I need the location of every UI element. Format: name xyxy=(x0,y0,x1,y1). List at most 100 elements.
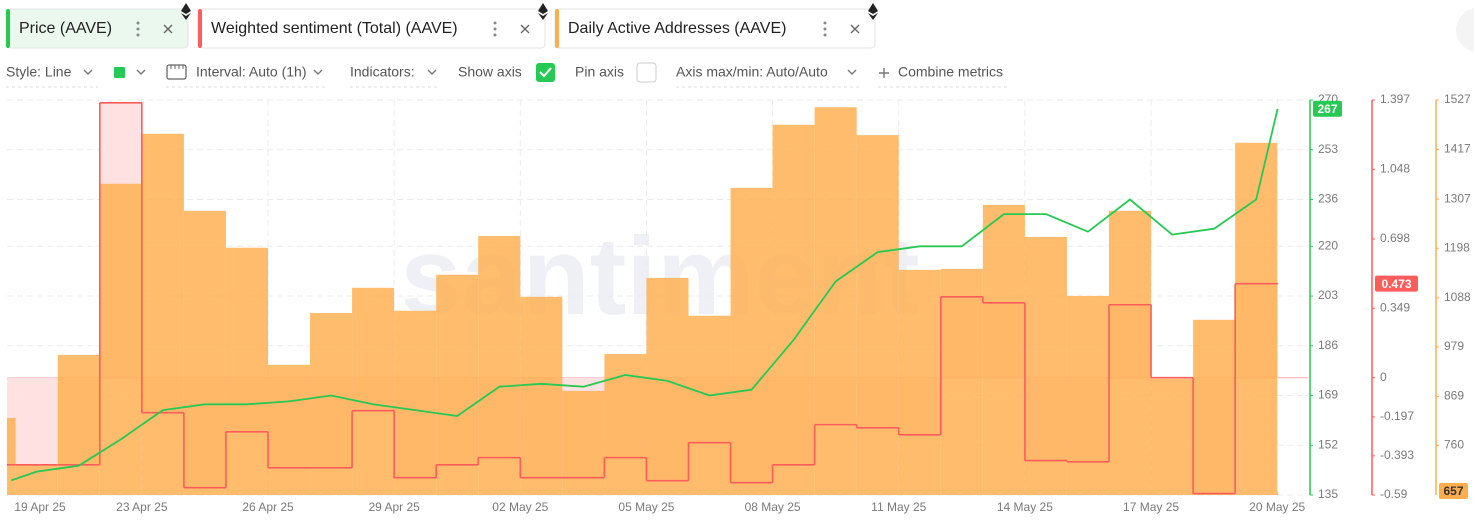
bar xyxy=(562,390,605,495)
tab-color-bar xyxy=(198,9,202,48)
axis-tick-label: -0.197 xyxy=(1380,409,1414,423)
axis-tick-label: 760 xyxy=(1444,438,1464,452)
sentiment-area xyxy=(1277,283,1278,378)
bar xyxy=(1235,142,1278,496)
axis-tick-label: 0.349 xyxy=(1380,301,1410,315)
price-line xyxy=(11,108,1279,482)
bar xyxy=(183,210,226,496)
interval-dropdown[interactable]: Interval: Auto (1h) xyxy=(196,64,307,80)
bar xyxy=(856,135,899,495)
axis-tick-label: -0.393 xyxy=(1380,448,1414,462)
interval-icon-ticks xyxy=(170,65,184,69)
axis-tick-label: 0.698 xyxy=(1380,231,1410,245)
style-dropdown[interactable]: Style: Line xyxy=(6,64,72,80)
eth-icon xyxy=(538,3,548,20)
bar xyxy=(1193,319,1236,495)
last-value-badge xyxy=(1313,100,1342,117)
color-picker[interactable] xyxy=(114,67,125,78)
tab-close[interactable] xyxy=(520,24,530,34)
x-tick-label: 02 May 25 xyxy=(492,500,548,514)
bar xyxy=(940,268,983,495)
tab-close[interactable] xyxy=(163,24,173,34)
axis-tick-label: 236 xyxy=(1318,192,1338,206)
metric-tab[interactable]: Daily Active Addresses (AAVE) xyxy=(554,3,878,49)
tab-label: Price (AAVE) xyxy=(19,20,112,37)
pin-axis-label: Pin axis xyxy=(575,64,624,80)
tab-menu-dot xyxy=(493,33,497,37)
bar xyxy=(688,315,731,495)
interval-icon xyxy=(166,64,187,80)
bar xyxy=(1066,295,1109,495)
combine-metrics-button[interactable]: Combine metrics xyxy=(898,64,1003,80)
bar xyxy=(478,236,521,496)
bar xyxy=(225,247,268,495)
chevron xyxy=(427,69,437,75)
x-tick-label: 08 May 25 xyxy=(745,500,801,514)
bar xyxy=(310,313,353,495)
tab-color-bar xyxy=(555,9,559,48)
bar xyxy=(520,296,563,495)
axis-tick-label: 253 xyxy=(1318,142,1338,156)
x-tick-label: 20 May 25 xyxy=(1249,500,1305,514)
bar xyxy=(898,269,941,495)
checkmark xyxy=(539,67,552,78)
tab-menu-dot xyxy=(136,27,140,31)
bar xyxy=(1109,210,1152,496)
x-tick-label: 29 Apr 25 xyxy=(368,500,420,514)
axis-minmax-dropdown[interactable]: Axis max/min: Auto/Auto xyxy=(676,64,828,80)
sentiment-area xyxy=(15,377,58,465)
last-value-label: 657 xyxy=(1443,484,1463,498)
metric-tab[interactable]: Price (AAVE) xyxy=(5,3,191,49)
axis-tick-label: 152 xyxy=(1318,437,1338,451)
indicators-dropdown[interactable]: Indicators: xyxy=(350,64,415,80)
chevron xyxy=(847,69,857,75)
axis-tick-label: 1.048 xyxy=(1380,162,1410,176)
tab-label: Weighted sentiment (Total) (AAVE) xyxy=(211,20,458,37)
eth-icon xyxy=(868,3,878,20)
axis-tick-label: 220 xyxy=(1318,238,1338,252)
last-value-badge xyxy=(1439,483,1468,499)
tab-menu-dot xyxy=(823,27,827,31)
chevron xyxy=(313,69,323,75)
metric-tab[interactable]: Weighted sentiment (Total) (AAVE) xyxy=(197,3,548,49)
axis-tick-label: 1088 xyxy=(1444,290,1471,304)
pin-axis-checkbox[interactable] xyxy=(636,62,657,83)
tab-menu-dot xyxy=(136,21,140,25)
bar xyxy=(982,204,1025,495)
x-tick-label: 26 Apr 25 xyxy=(242,500,294,514)
bar xyxy=(1151,378,1194,495)
axis-tick-label: 0 xyxy=(1380,370,1387,384)
axis-tick-label: 1198 xyxy=(1444,240,1470,254)
tab-color-bar xyxy=(6,9,10,48)
bar xyxy=(394,310,437,495)
x-tick-label: 05 May 25 xyxy=(618,500,674,514)
axis-tick-label: 869 xyxy=(1444,389,1464,403)
tab-menu-dot xyxy=(823,33,827,37)
x-tick-label: 23 Apr 25 xyxy=(116,500,168,514)
bar xyxy=(1024,236,1067,495)
chevron xyxy=(83,69,93,75)
tab-menu-dot xyxy=(823,21,827,25)
tab-menu-dot xyxy=(493,21,497,25)
last-value-label: 267 xyxy=(1317,102,1337,116)
bar xyxy=(7,417,16,495)
bar xyxy=(268,364,311,495)
bar xyxy=(57,354,100,495)
last-value-label: 0.473 xyxy=(1381,277,1411,291)
last-value-badge xyxy=(1375,275,1418,292)
show-axis-checkbox[interactable] xyxy=(536,63,555,82)
axis-tick-label: 1527 xyxy=(1444,92,1471,106)
axis-tick-label: 135 xyxy=(1318,487,1338,501)
axis-tick-label: -0.59 xyxy=(1380,487,1408,501)
axis-tick-label: 186 xyxy=(1318,338,1338,352)
bar xyxy=(1277,491,1278,495)
axis-tick-label: 1417 xyxy=(1444,142,1471,156)
bar xyxy=(772,124,815,496)
eth-icon xyxy=(181,3,191,20)
tab-close[interactable] xyxy=(850,24,860,34)
axis-tick-label: 1307 xyxy=(1444,191,1471,205)
search-button[interactable] xyxy=(1456,8,1474,52)
bar xyxy=(436,274,479,495)
bar xyxy=(141,133,184,495)
